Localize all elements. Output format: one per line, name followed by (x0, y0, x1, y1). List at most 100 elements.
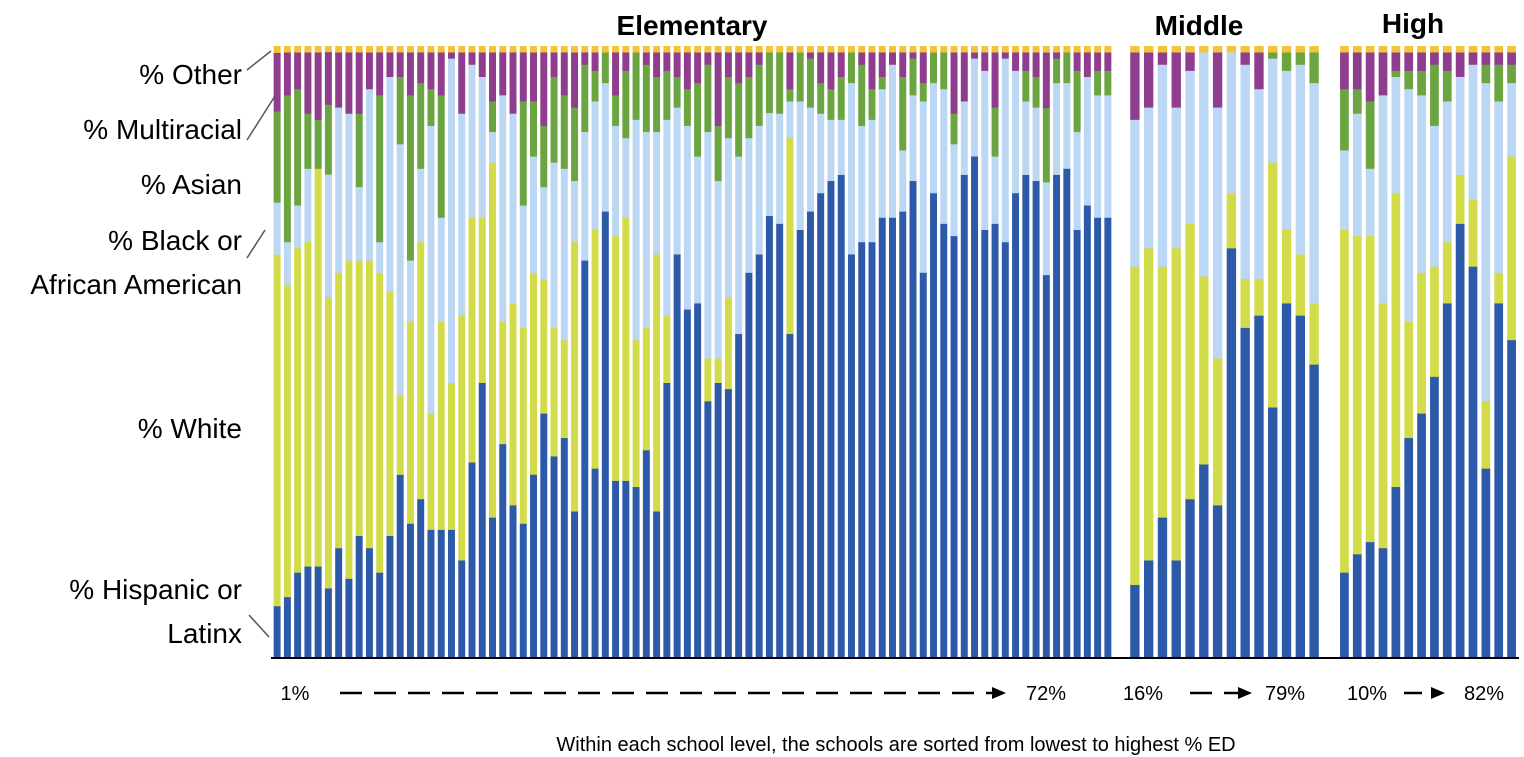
bar-segment-elementary-60-s0 (878, 217, 886, 659)
leader-line-6 (248, 614, 270, 638)
bar-segment-elementary-74-s2 (1022, 101, 1030, 175)
bar-segment-middle-13-s3 (1295, 52, 1305, 65)
bar-segment-middle-4-s4 (1171, 52, 1181, 108)
bar-segment-elementary-79-s3 (1073, 70, 1081, 133)
bar-segment-elementary-13-s5 (396, 46, 404, 53)
group-title-elementary: Elementary (617, 10, 768, 41)
bar-segment-elementary-31-s4 (581, 52, 589, 65)
bar-segment-elementary-79-s2 (1073, 131, 1081, 230)
bar-segment-elementary-46-s2 (735, 156, 743, 335)
bar-segment-elementary-75-s3 (1032, 76, 1040, 108)
bar-segment-middle-3-s0 (1157, 517, 1168, 659)
bar-segment-elementary-38-s5 (653, 46, 661, 53)
bar-segment-elementary-77-s3 (1053, 58, 1061, 84)
bar-segment-elementary-21-s5 (478, 46, 486, 53)
bar-segment-elementary-21-s2 (478, 76, 486, 218)
bar-segment-elementary-17-s3 (437, 94, 445, 218)
bar-segment-elementary-70-s4 (981, 52, 989, 71)
bar-segment-elementary-7-s1 (335, 272, 343, 549)
bar-segment-elementary-13-s3 (396, 76, 404, 145)
bar-segment-elementary-11-s1 (376, 272, 384, 573)
bar-segment-high-5-s1 (1391, 192, 1401, 488)
bar-segment-elementary-76-s3 (1042, 107, 1050, 183)
bar-segment-middle-5-s0 (1185, 498, 1195, 659)
bar-segment-middle-4-s1 (1171, 247, 1181, 561)
bar-segment-elementary-21-s0 (478, 382, 486, 659)
bar-segment-elementary-56-s3 (837, 76, 845, 120)
bar-segment-middle-1-s4 (1130, 52, 1140, 120)
bar-segment-elementary-2-s1 (283, 284, 291, 598)
bar-segment-elementary-59-s0 (868, 241, 876, 659)
series-label-2-line-1: % White (138, 413, 242, 444)
bar-segment-elementary-14-s3 (406, 94, 414, 261)
bar-segment-elementary-77-s4 (1053, 52, 1061, 59)
bar-segment-elementary-69-s2 (971, 58, 979, 157)
bar-segment-elementary-29-s2 (560, 168, 568, 341)
bar-segment-elementary-67-s3 (950, 113, 958, 145)
bar-segment-elementary-23-s5 (499, 46, 507, 53)
bar-segment-elementary-51-s2 (786, 101, 794, 139)
bar-segment-elementary-15-s3 (417, 82, 425, 169)
bar-segment-elementary-25-s3 (519, 101, 527, 206)
bar-segment-elementary-2-s2 (283, 241, 291, 286)
bar-segment-elementary-39-s0 (663, 382, 671, 659)
bar-segment-elementary-28-s3 (550, 76, 558, 163)
bar-segment-elementary-12-s4 (386, 52, 394, 77)
bar-segment-high-13-s3 (1494, 64, 1504, 102)
bar-segment-elementary-1-s3 (273, 111, 281, 203)
bar-segment-elementary-45-s4 (724, 52, 732, 77)
bar-segment-elementary-26-s3 (530, 101, 538, 157)
bar-segment-elementary-62-s2 (899, 150, 907, 212)
bar-segment-elementary-72-s0 (1001, 241, 1009, 659)
bar-segment-elementary-73-s2 (1012, 70, 1020, 194)
bar-segment-middle-14-s3 (1309, 52, 1319, 84)
bar-segment-elementary-30-s0 (571, 511, 579, 659)
bar-segment-elementary-27-s2 (540, 186, 548, 279)
bar-segment-elementary-23-s1 (499, 321, 507, 445)
bar-segment-high-14-s2 (1507, 82, 1516, 157)
bar-segment-middle-12-s5 (1281, 46, 1292, 53)
bar-segment-high-12-s2 (1481, 82, 1491, 402)
bar-segment-elementary-16-s4 (427, 52, 435, 90)
bar-segment-middle-9-s5 (1240, 46, 1250, 53)
bar-segment-elementary-12-s0 (386, 535, 394, 659)
bar-segment-elementary-20-s0 (468, 462, 476, 659)
bar-segment-elementary-4-s4 (304, 52, 312, 114)
bar-segment-high-8-s3 (1430, 64, 1439, 126)
bar-segment-elementary-53-s0 (806, 211, 814, 659)
bar-segment-elementary-54-s5 (817, 46, 825, 53)
bar-segment-elementary-65-s3 (930, 52, 937, 84)
bar-segment-elementary-62-s5 (899, 46, 907, 53)
bar-segment-elementary-56-s0 (837, 174, 845, 659)
bar-segment-middle-7-s2 (1212, 107, 1223, 359)
bar-segment-elementary-48-s4 (755, 52, 763, 65)
bar-segment-high-12-s4 (1481, 52, 1491, 65)
bar-segment-elementary-42-s4 (694, 52, 702, 84)
bar-segment-elementary-51-s0 (786, 333, 794, 659)
bar-segment-middle-8-s0 (1226, 247, 1237, 659)
bar-segment-elementary-58-s0 (858, 241, 866, 659)
bar-segment-elementary-6-s2 (324, 174, 332, 298)
bar-segment-elementary-25-s5 (519, 46, 527, 53)
bar-segment-high-2-s4 (1352, 52, 1362, 90)
bar-segment-elementary-68-s0 (960, 174, 968, 659)
bar-segment-elementary-60-s2 (878, 88, 886, 218)
group-title-high: High (1382, 8, 1444, 39)
bar-segment-high-13-s0 (1494, 303, 1504, 659)
bar-segment-high-6-s2 (1404, 88, 1414, 322)
bar-segment-elementary-25-s4 (519, 52, 527, 102)
ed-end-middle: 79% (1265, 683, 1305, 705)
bar-segment-middle-4-s2 (1171, 107, 1181, 249)
bar-segment-high-9-s4 (1442, 52, 1452, 71)
bar-segment-high-1-s0 (1340, 572, 1349, 659)
bar-segment-elementary-63-s0 (909, 180, 917, 659)
bar-segment-elementary-54-s0 (817, 192, 825, 659)
bar-segment-elementary-28-s1 (550, 327, 558, 457)
bar-segment-elementary-18-s4 (447, 52, 455, 59)
bar-segment-high-2-s2 (1352, 113, 1362, 237)
bar-segment-high-11-s5 (1468, 46, 1478, 53)
bar-segment-elementary-9-s4 (355, 52, 363, 114)
bar-segment-elementary-35-s3 (622, 70, 630, 139)
bar-segment-elementary-1-s4 (273, 52, 281, 112)
bar-segment-middle-12-s3 (1281, 52, 1292, 71)
